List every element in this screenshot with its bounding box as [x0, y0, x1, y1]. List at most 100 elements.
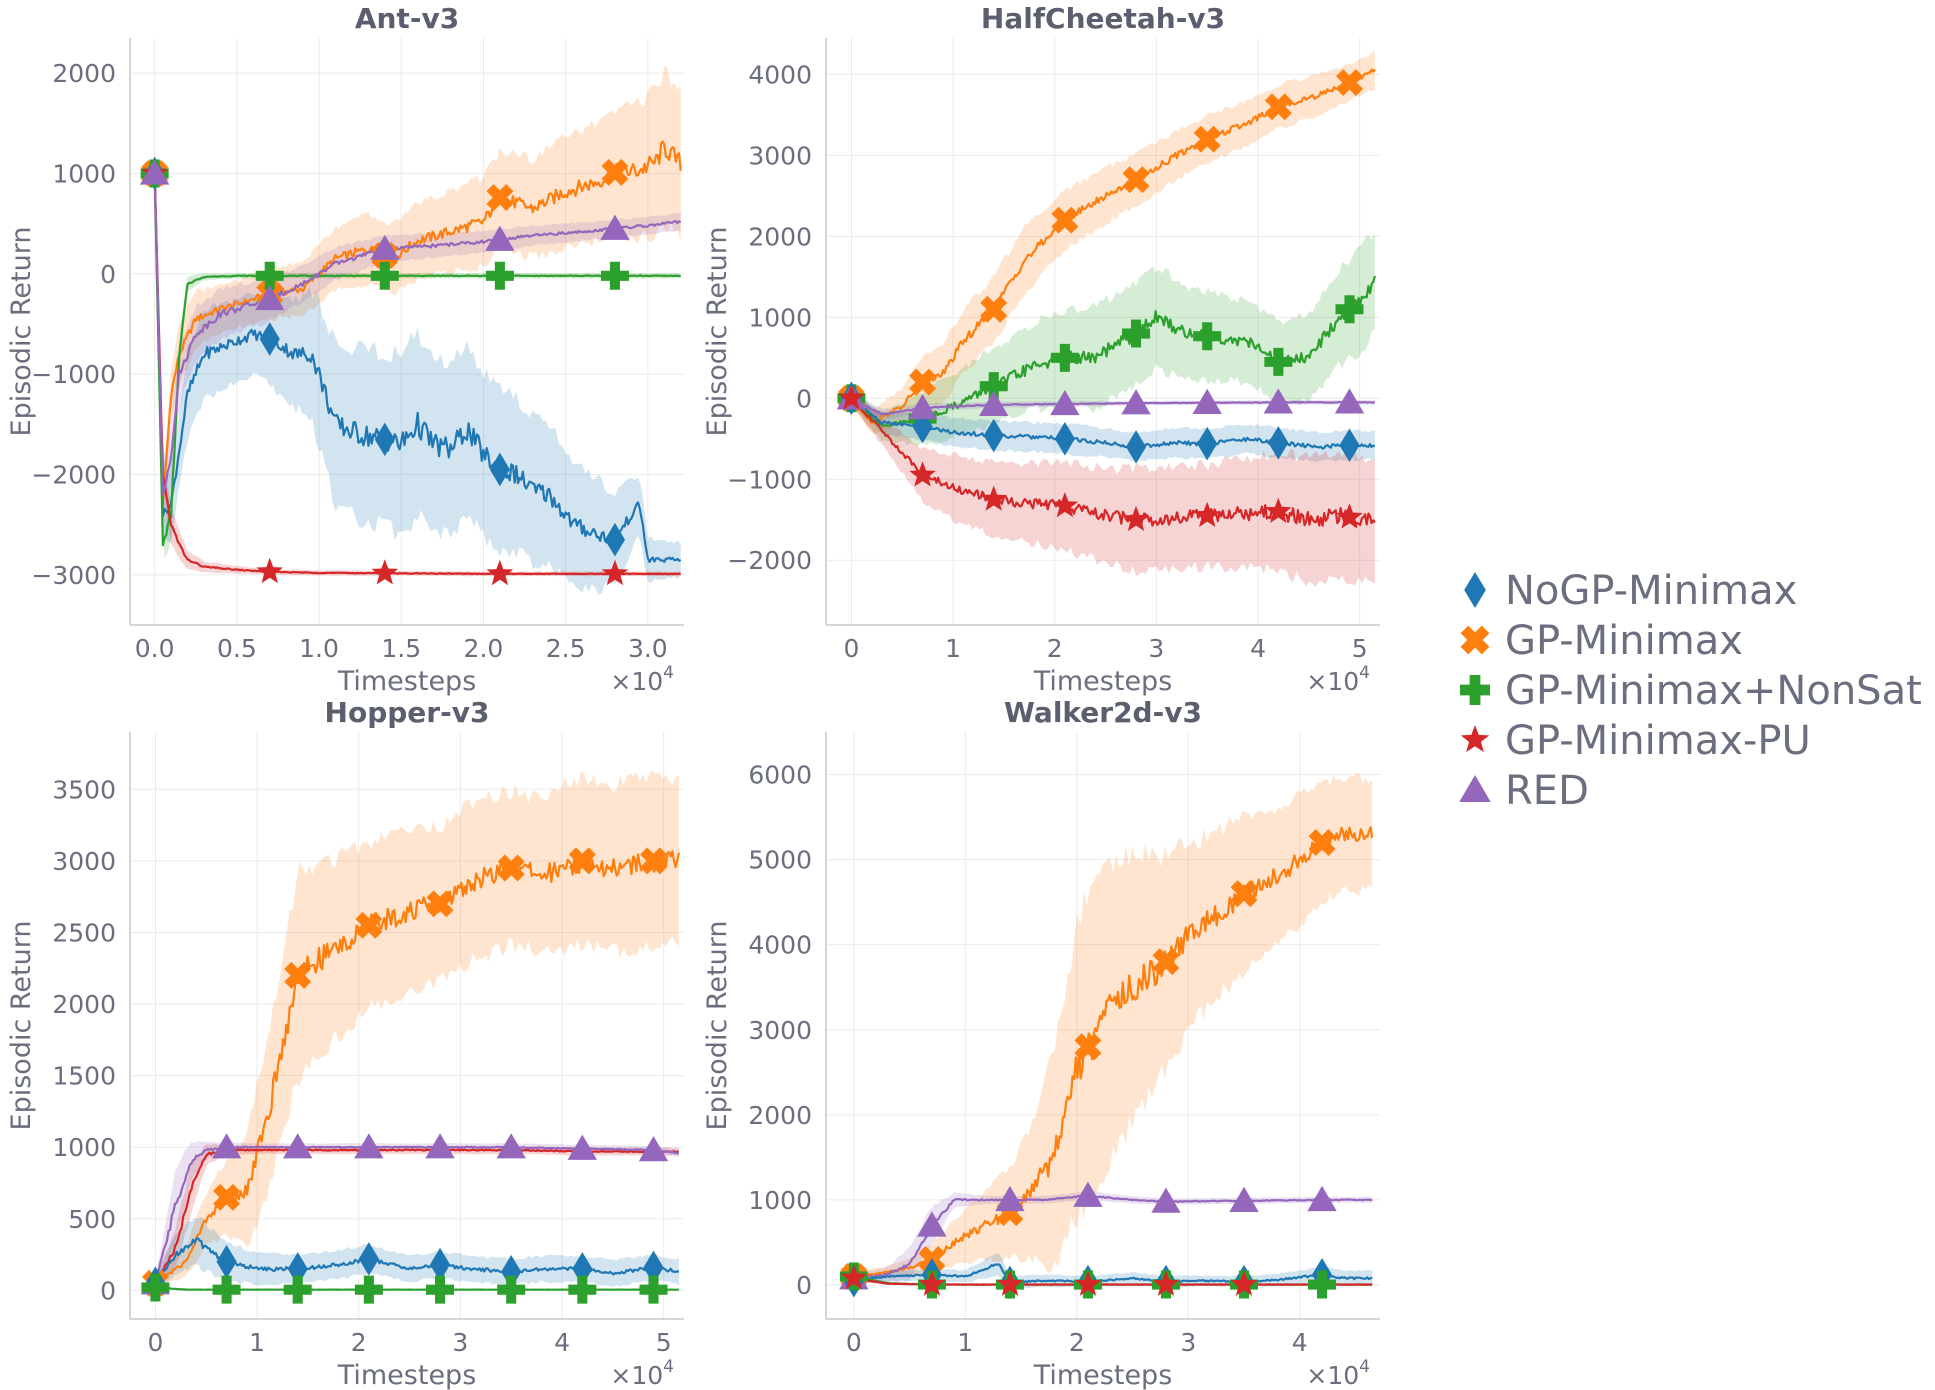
y-tick-label: 0	[100, 260, 116, 289]
marker-red	[496, 1133, 526, 1159]
x-tick-label: 3.0	[628, 634, 668, 663]
marker-pu	[1051, 492, 1079, 518]
marker-nonsat	[1050, 343, 1079, 372]
marker-red	[567, 1134, 598, 1160]
y-tick-label: 5000	[748, 846, 812, 875]
marker-nonsat	[1193, 322, 1222, 351]
y-axis-label: Episodic Return	[702, 227, 733, 437]
markers	[140, 847, 669, 1304]
x-tick-label: 3	[1148, 634, 1164, 663]
band-gp	[155, 770, 679, 1288]
x-tick-label: 2	[1047, 634, 1063, 663]
marker-gp	[497, 854, 525, 882]
marker-red	[995, 1185, 1025, 1212]
x-tick-label: 2	[351, 1328, 367, 1357]
marker-gp	[1152, 948, 1180, 976]
plot-area	[850, 50, 1376, 587]
marker-gp	[1122, 166, 1150, 194]
panel-ant: 0.0 0.5 1.0 1.5 2.0 2.5 3.0 −3000 −2000 −1000 0 100…	[6, 2, 684, 697]
marker-gp	[426, 890, 454, 918]
marker-gp	[1308, 829, 1336, 857]
marker-red	[283, 1133, 313, 1159]
marker-gp	[1230, 880, 1258, 908]
marker-nonsat	[370, 261, 399, 290]
y-tick-label: 2500	[52, 918, 116, 947]
marker-gp	[1264, 93, 1292, 121]
marker-gp	[1193, 125, 1221, 153]
marker-red	[1121, 389, 1151, 415]
marker-pu	[371, 559, 399, 585]
marker-red	[139, 159, 170, 185]
x-axis-label: Timesteps	[1033, 1360, 1173, 1390]
y-axis-label: Episodic Return	[6, 227, 37, 437]
legend-marker-red	[1459, 775, 1491, 802]
y-tick-label: 2000	[52, 59, 116, 88]
marker-nogp	[429, 1247, 451, 1282]
marker-pu	[918, 1270, 946, 1296]
x-multiplier-exponent: 4	[663, 663, 674, 683]
y-tick-label: 0	[796, 1271, 812, 1300]
x-tick-label: 0.0	[135, 634, 175, 663]
marker-nonsat	[1335, 295, 1364, 324]
marker-gp	[355, 911, 383, 939]
x-tick-label: 1.0	[299, 634, 339, 663]
legend-marker-nogp	[1464, 572, 1486, 608]
y-tick-label: 2000	[748, 1101, 812, 1130]
panel-halfcheetah: 0 1 2 3 4 5−2000−100001000200030004000HalfChe…	[702, 2, 1380, 697]
line-pu	[153, 172, 681, 576]
marker-nogp	[501, 1254, 522, 1289]
y-tick-label: 500	[68, 1205, 116, 1234]
x-tick-label: 2.5	[546, 634, 586, 663]
marker-gp	[1051, 206, 1079, 234]
marker-red	[354, 1133, 384, 1159]
line-nogp	[154, 1237, 680, 1284]
marker-nogp	[912, 409, 933, 444]
marker-red	[1151, 1187, 1181, 1213]
x-tick-label: 1	[957, 1328, 973, 1357]
marker-nogp	[489, 452, 510, 487]
chart-title: HalfCheetah-v3	[981, 2, 1225, 35]
legend-label-nogp: NoGP-Minimax	[1505, 568, 1797, 614]
markers	[839, 829, 1337, 1300]
marker-gp	[640, 847, 667, 875]
marker-red	[485, 225, 515, 251]
marker-nonsat	[141, 1273, 170, 1302]
y-tick-label: 1500	[52, 1062, 116, 1091]
marker-red	[1307, 1185, 1337, 1212]
marker-nogp	[604, 522, 626, 557]
y-tick-label: −2000	[727, 546, 812, 575]
panel-hopper: 0 1 2 3 4 50500100015002000250030003500Hopper…	[6, 696, 684, 1390]
marker-nogp	[1197, 426, 1218, 461]
y-tick-label: 3000	[748, 141, 812, 170]
marker-pu	[486, 559, 514, 586]
marker-nogp	[1125, 430, 1147, 464]
marker-nonsat	[568, 1275, 597, 1304]
marker-pu	[996, 1270, 1024, 1296]
band-red	[155, 1141, 679, 1289]
marker-nonsat	[255, 261, 284, 290]
marker-red	[1229, 1186, 1259, 1212]
legend: NoGP-MinimaxGP-MinimaxGP-Minimax+NonSatG…	[1459, 568, 1922, 814]
marker-nogp	[374, 422, 395, 457]
gridlines	[130, 38, 684, 625]
marker-red	[638, 1136, 669, 1162]
x-tick-label: 2	[1069, 1328, 1085, 1357]
x-multiplier: ×104	[1306, 663, 1370, 696]
x-tick-label: 0	[846, 1328, 862, 1357]
band-red	[154, 166, 681, 518]
y-tick-label: 2000	[52, 990, 116, 1019]
marker-nogp	[259, 322, 280, 356]
x-multiplier-exponent: 4	[1359, 663, 1370, 683]
x-multiplier: ×104	[610, 663, 674, 696]
marker-red	[1334, 388, 1365, 414]
legend-marker-nonsat	[1460, 675, 1490, 705]
marker-gp	[568, 847, 596, 875]
marker-gp	[909, 368, 937, 396]
x-tick-label: 4	[1292, 1328, 1308, 1357]
y-tick-label: 6000	[748, 761, 812, 790]
line-gp	[154, 850, 680, 1285]
markers	[836, 69, 1365, 532]
plot-area	[153, 65, 682, 595]
marker-red	[907, 394, 938, 420]
y-tick-label: 1000	[52, 159, 116, 188]
